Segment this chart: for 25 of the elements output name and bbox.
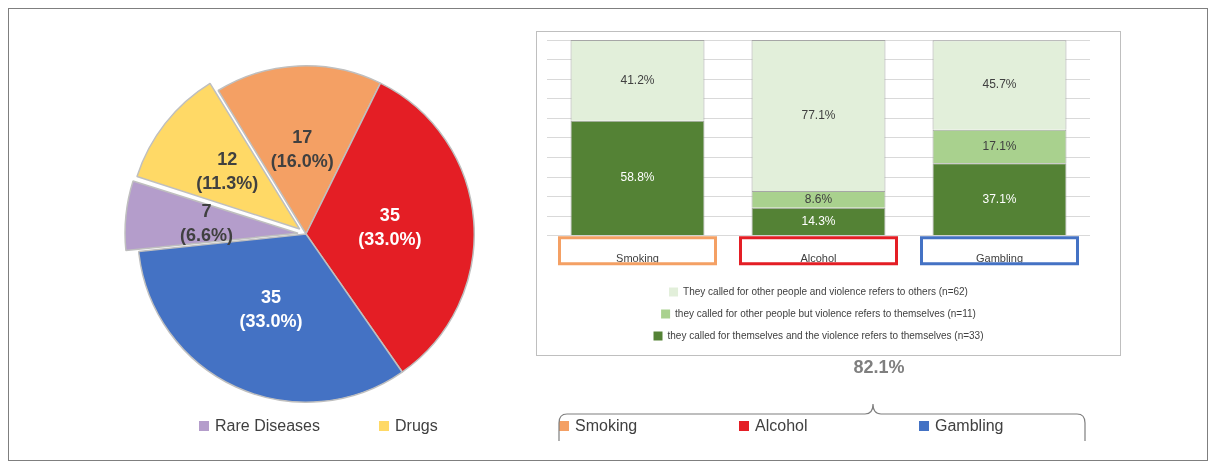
legend-label: Gambling (935, 417, 1004, 435)
x-tick-label: Gambling (975, 252, 1024, 265)
x-tick-label: Smoking (616, 252, 659, 265)
data-label: 17 (16.0%) (270, 126, 334, 171)
data-label: 8.6% (804, 191, 833, 206)
data-label: 58.8% (620, 170, 655, 185)
data-label: 37.1% (982, 191, 1017, 206)
data-label: 35 (33.0%) (358, 204, 422, 249)
data-label: 12 (11.3%) (196, 149, 259, 194)
legend-label: They called for other people and violence refers to others (n=62) (683, 285, 968, 297)
data-label: 7 (6.6%) (179, 200, 233, 245)
legend-label: Rare Diseases (215, 417, 320, 435)
text: 82.1% (852, 357, 906, 378)
data-label: 77.1% (801, 107, 836, 122)
data-label: 17.1% (982, 138, 1017, 153)
x-tick-label: Alcohol (800, 252, 837, 265)
data-label: 14.3% (801, 213, 836, 228)
legend-label: Smoking (575, 417, 638, 435)
legend-label: Drugs (395, 417, 438, 435)
data-label: 35 (33.0%) (239, 287, 303, 332)
legend-label: Alcohol (755, 417, 808, 435)
legend-label: they called for other people but violence refers to themselves (n=11) (675, 307, 976, 319)
data-label: 41.2% (620, 72, 655, 87)
legend-label: they called for themselves and the violence refers to themselves (n=33) (667, 329, 984, 341)
data-label: 45.7% (982, 77, 1017, 92)
